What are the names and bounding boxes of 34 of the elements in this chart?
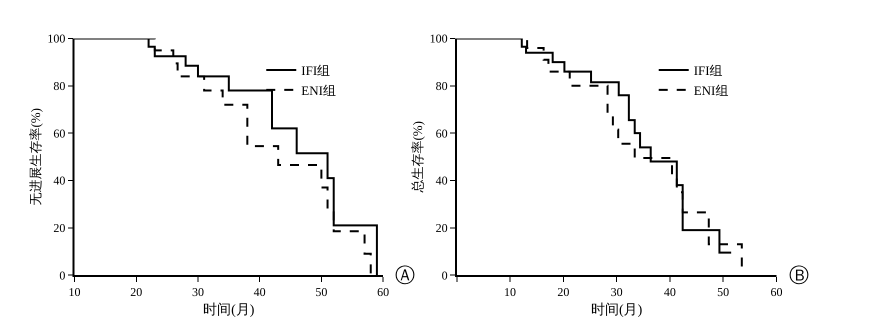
legend-label: IFI组 xyxy=(301,63,330,78)
x-tick-label: 20 xyxy=(130,285,142,300)
y-tick-label: 60 xyxy=(53,126,66,140)
x-tick-label: 50 xyxy=(315,285,328,300)
x-tick-label: 30 xyxy=(610,285,623,300)
y-tick-label: 40 xyxy=(436,174,448,188)
y-tick-label: 60 xyxy=(436,126,448,140)
text: Ⓐ xyxy=(395,263,415,287)
x-tick-label: 40 xyxy=(254,285,266,300)
y-tick-label: 0 xyxy=(442,268,448,282)
x-axis-title: 时间(月) xyxy=(590,302,643,318)
y-tick-label: 100 xyxy=(47,32,66,46)
x-tick-label: 60 xyxy=(770,285,782,300)
x-tick-label: 20 xyxy=(557,285,570,300)
y-tick-label: 80 xyxy=(436,79,448,94)
x-tick-label: 10 xyxy=(68,285,81,300)
legend-label: IFI组 xyxy=(694,63,723,78)
x-tick-label: 30 xyxy=(192,285,204,300)
x-axis-title: 时间(月) xyxy=(203,302,255,318)
x-tick-label: 10 xyxy=(504,285,516,300)
y-tick-label: 0 xyxy=(59,268,66,282)
y-tick-label: 20 xyxy=(53,220,66,235)
y-axis-title: 无进展生存率(%) xyxy=(28,108,43,206)
x-tick-label: 50 xyxy=(717,285,730,300)
y-tick-label: 20 xyxy=(436,220,448,235)
y-axis-title: 总生存率(%) xyxy=(410,121,426,194)
y-tick-label: 40 xyxy=(53,174,66,188)
legend-label: ENI组 xyxy=(301,82,336,98)
x-tick-label: 40 xyxy=(664,285,676,300)
x-tick-label: 60 xyxy=(377,285,390,300)
text: Ⓑ xyxy=(789,263,809,287)
y-tick-label: 80 xyxy=(53,79,66,94)
y-tick-label: 100 xyxy=(430,32,448,46)
legend-label: ENI组 xyxy=(694,82,728,98)
